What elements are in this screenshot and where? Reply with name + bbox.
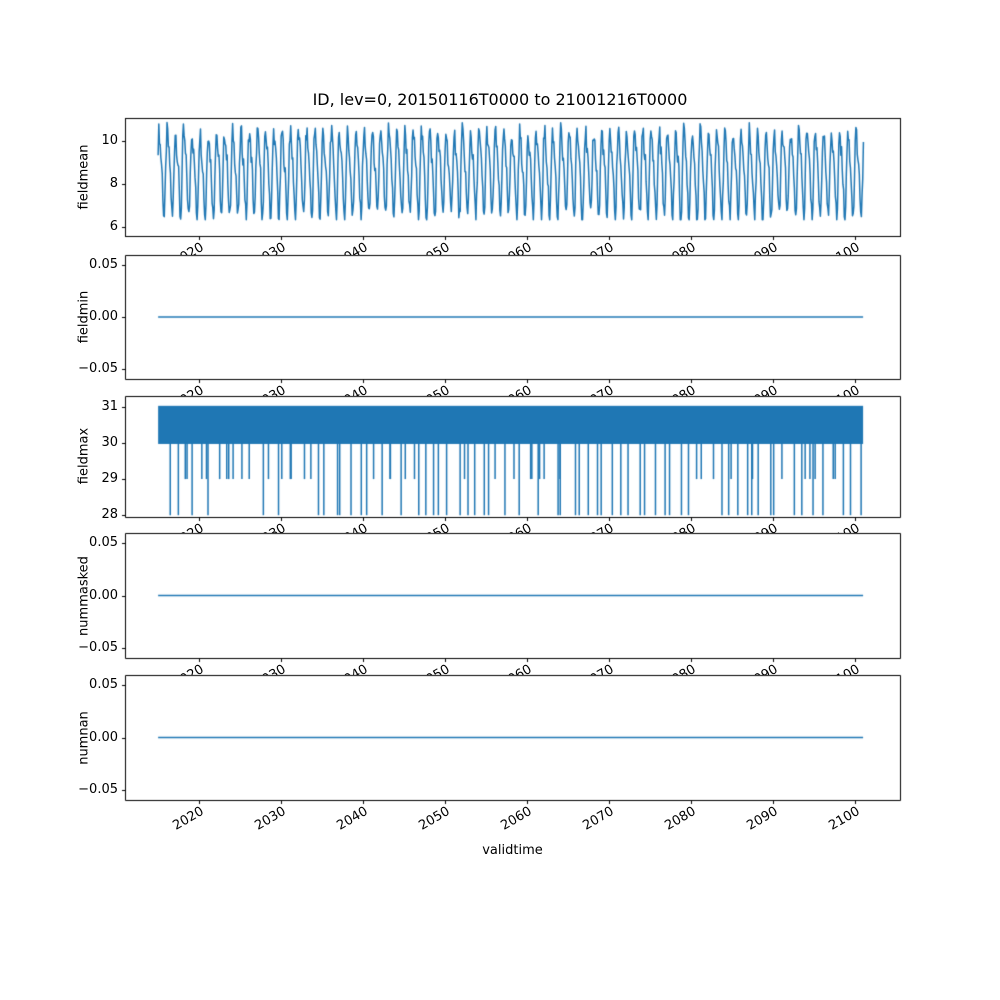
x-tick-label: 2090 [744,521,780,533]
x-tick-label: 2050 [416,662,452,675]
x-tick-strip: 2020 2030 2040 2050 2060 2070 2080 2090 2100 [0,801,1000,843]
x-tick-label: 2100 [826,662,862,675]
y-tick-label: 0.05 [89,677,118,693]
figure-title: ID, lev=0, 20150116T0000 to 21001216T000… [312,90,688,109]
x-tick-label: 2100 [826,383,862,396]
x-tick-strip: 2020 2030 2040 2050 2060 2070 2080 2090 2100 [0,237,1000,255]
y-tick-label: −0.05 [78,781,118,797]
x-tick-label: 2100 [826,804,863,834]
x-tick-label: 2080 [662,521,698,533]
x-tick-label: 2060 [498,804,535,834]
x-tick-label: 2100 [826,521,862,533]
x-tick-label: 2080 [662,240,699,255]
y-tick-label: 30 [101,434,118,450]
x-tick-label: 2090 [744,240,781,255]
y-tick-label: 29 [101,471,118,487]
x-tick-label: 2040 [334,662,370,675]
x-tick-strip: 2020 2030 2040 2050 2060 2070 2080 2090 2100 [0,659,1000,675]
x-tick-label: 2050 [416,383,452,396]
x-tick-label: 2030 [252,662,288,675]
y-tick-label: 31 [101,398,118,414]
x-tick-label: 2020 [170,383,206,396]
x-tick-label: 2040 [334,804,371,834]
x-tick-label: 2030 [252,804,289,834]
x-tick-label: 2020 [170,804,207,834]
x-tick-label: 2030 [252,240,289,255]
x-tick-strip: 2020 2030 2040 2050 2060 2070 2080 2090 2100 [0,380,1000,396]
x-tick-label: 2070 [580,383,616,396]
y-tick-label: 10 [101,132,118,148]
x-tick-label: 2060 [498,521,534,533]
x-tick-label: 2050 [416,804,453,834]
x-tick-label: 2100 [826,240,863,255]
x-tick-label: 2030 [252,521,288,533]
y-tick-label: 0.05 [89,257,118,273]
x-tick-label: 2020 [170,662,206,675]
x-tick-label: 2050 [416,240,453,255]
x-tick-label: 2040 [334,240,371,255]
x-tick-label: 2060 [498,383,534,396]
x-tick-label: 2060 [498,662,534,675]
y-tick-label: 28 [101,507,118,523]
x-tick-label: 2050 [416,521,452,533]
x-tick-label: 2060 [498,240,535,255]
y-tick-label: −0.05 [78,639,118,655]
x-tick-label: 2040 [334,521,370,533]
x-tick-label: 2070 [580,662,616,675]
y-tick-label: −0.05 [78,360,118,376]
x-tick-label: 2020 [170,521,206,533]
x-tick-label: 2070 [580,240,617,255]
x-tick-label: 2070 [580,804,617,834]
y-tick-label: 0.00 [89,729,118,745]
x-tick-label: 2080 [662,804,699,834]
x-tick-label: 2090 [744,662,780,675]
x-tick-label: 2020 [170,240,207,255]
x-tick-label: 2040 [334,383,370,396]
x-tick-strip: 2020 2030 2040 2050 2060 2070 2080 2090 2100 [0,518,1000,533]
x-tick-label: 2080 [662,662,698,675]
x-tick-label: 2030 [252,383,288,396]
y-tick-label: 6 [109,219,118,235]
y-tick-label: 0.00 [89,587,118,603]
x-tick-label: 2080 [662,383,698,396]
y-tick-label: 8 [109,176,118,192]
x-tick-label: 2070 [580,521,616,533]
y-tick-label: 0.05 [89,535,118,551]
x-tick-label: 2090 [744,804,781,834]
y-tick-label: 0.00 [89,309,118,324]
x-axis-label: validtime [482,843,543,858]
x-tick-label: 2090 [744,383,780,396]
